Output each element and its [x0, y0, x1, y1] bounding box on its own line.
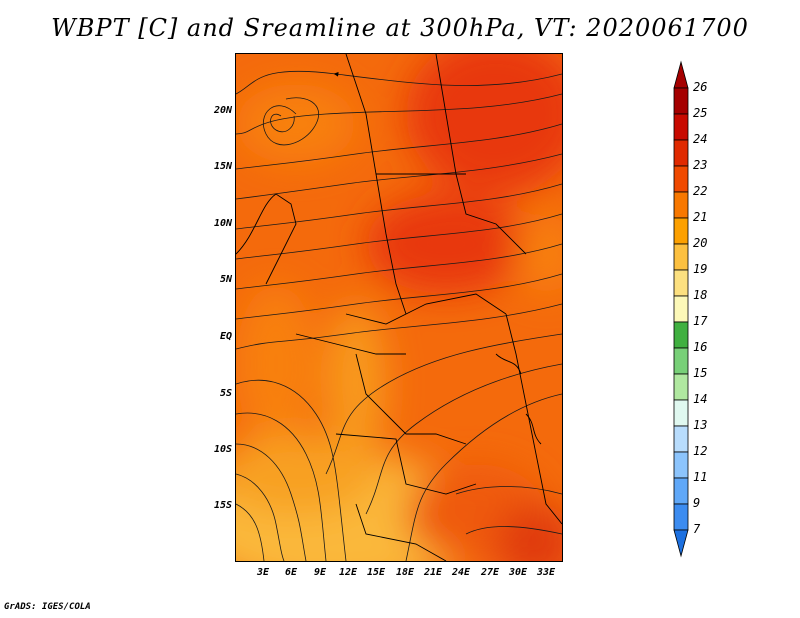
- colorbar-segment: [673, 399, 689, 427]
- colorbar-label-18: 18: [693, 288, 708, 302]
- lat-label-15s: 15S: [213, 500, 232, 511]
- colorbar-segment: [673, 217, 689, 245]
- colorbar-segment: [673, 321, 689, 349]
- colorbar-segment: [673, 425, 689, 453]
- colorbar-label-24: 24: [693, 132, 708, 146]
- field-shading: [236, 54, 562, 561]
- colorbar-segment: [673, 477, 689, 505]
- map-panel: [235, 53, 563, 562]
- lon-label-3e: 3E: [256, 567, 270, 578]
- streamlines: [236, 70, 562, 561]
- lon-label-9e: 9E: [313, 567, 327, 578]
- colorbar-segment: [673, 373, 689, 401]
- chart-title: WBPT [C] and Sreamline at 300hPa, VT: 20…: [51, 14, 749, 42]
- lon-label-27e: 27E: [480, 567, 500, 578]
- colorbar-label-25: 25: [693, 106, 708, 120]
- colorbar-segment: [673, 113, 689, 141]
- lon-label-30e: 30E: [508, 567, 528, 578]
- colorbar-label-7: 7: [693, 522, 701, 536]
- lat-label-20n: 20N: [213, 105, 232, 116]
- lat-label-eq: EQ: [219, 331, 232, 342]
- lon-label-6e: 6E: [284, 567, 298, 578]
- lat-label-5n: 5N: [219, 274, 232, 285]
- lat-label-10s: 10S: [213, 444, 232, 455]
- country-borders: [236, 54, 562, 561]
- colorbar-label-23: 23: [693, 158, 708, 172]
- colorbar-segment: [673, 243, 689, 271]
- wbpt-field: [236, 54, 562, 561]
- colorbar-bottom-arrow: [673, 529, 689, 558]
- lon-label-21e: 21E: [423, 567, 443, 578]
- lon-label-33e: 33E: [536, 567, 556, 578]
- colorbar-label-14: 14: [693, 392, 708, 406]
- colorbar-segment: [673, 139, 689, 167]
- colorbar-label-19: 19: [693, 262, 708, 276]
- lat-label-5s: 5S: [219, 388, 232, 399]
- colorbar-label-9: 9: [693, 496, 701, 510]
- colorbar-segment: [673, 295, 689, 323]
- grads-credit: GrADS: IGES/COLA: [4, 602, 91, 612]
- colorbar-label-20: 20: [693, 236, 708, 250]
- lon-label-15e: 15E: [366, 567, 386, 578]
- colorbar-top-arrow: [673, 60, 689, 89]
- colorbar-label-26: 26: [693, 80, 708, 94]
- colorbar-label-21: 21: [693, 210, 708, 224]
- lat-label-15n: 15N: [213, 161, 232, 172]
- colorbar-segment: [673, 347, 689, 375]
- colorbar-label-12: 12: [693, 444, 708, 458]
- colorbar-segment: [673, 503, 689, 531]
- colorbar-label-16: 16: [693, 340, 708, 354]
- colorbar-segment: [673, 269, 689, 297]
- lon-label-12e: 12E: [338, 567, 358, 578]
- colorbar-label-11: 11: [693, 470, 708, 484]
- colorbar-label-13: 13: [693, 418, 708, 432]
- lon-label-18e: 18E: [395, 567, 415, 578]
- colorbar-segment: [673, 451, 689, 479]
- lon-label-24e: 24E: [451, 567, 471, 578]
- colorbar-segment: [673, 191, 689, 219]
- colorbar-label-22: 22: [693, 184, 708, 198]
- colorbar-segment: [673, 165, 689, 193]
- colorbar-label-15: 15: [693, 366, 708, 380]
- colorbar-segment: [673, 87, 689, 115]
- lat-label-10n: 10N: [213, 218, 232, 229]
- colorbar: [673, 60, 689, 558]
- colorbar-label-17: 17: [693, 314, 708, 328]
